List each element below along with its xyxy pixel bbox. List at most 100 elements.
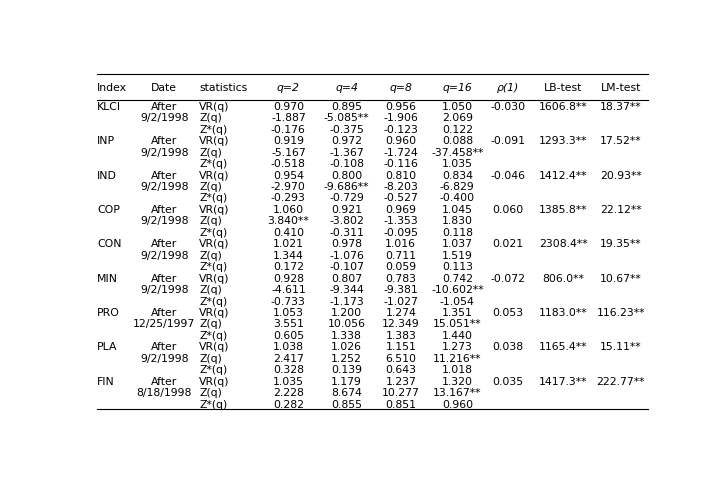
Text: 0.742: 0.742 bbox=[442, 273, 473, 283]
Text: 9/2/1998: 9/2/1998 bbox=[140, 148, 189, 157]
Text: Z*(q): Z*(q) bbox=[199, 399, 227, 409]
Text: 116.23**: 116.23** bbox=[597, 307, 645, 318]
Text: After: After bbox=[151, 136, 177, 146]
Text: 0.919: 0.919 bbox=[273, 136, 304, 146]
Text: 2.417: 2.417 bbox=[273, 353, 303, 363]
Text: 0.960: 0.960 bbox=[386, 136, 416, 146]
Text: -0.733: -0.733 bbox=[271, 296, 306, 306]
Text: Z*(q): Z*(q) bbox=[199, 330, 227, 340]
Text: IND: IND bbox=[97, 170, 117, 180]
Text: -4.611: -4.611 bbox=[271, 285, 306, 294]
Text: -9.344: -9.344 bbox=[329, 285, 364, 294]
Text: After: After bbox=[151, 376, 177, 386]
Text: 1.053: 1.053 bbox=[273, 307, 304, 318]
Text: After: After bbox=[151, 170, 177, 180]
Text: Z(q): Z(q) bbox=[199, 113, 222, 123]
Text: After: After bbox=[151, 205, 177, 214]
Text: -0.518: -0.518 bbox=[271, 159, 306, 169]
Text: 806.0**: 806.0** bbox=[542, 273, 584, 283]
Text: 10.67**: 10.67** bbox=[600, 273, 642, 283]
Text: PRO: PRO bbox=[97, 307, 120, 318]
Text: -1.353: -1.353 bbox=[383, 216, 418, 226]
Text: 1.021: 1.021 bbox=[273, 239, 304, 249]
Text: 0.928: 0.928 bbox=[273, 273, 304, 283]
Text: 1183.0**: 1183.0** bbox=[539, 307, 588, 318]
Text: 222.77**: 222.77** bbox=[597, 376, 645, 386]
Text: Date: Date bbox=[152, 83, 177, 93]
Text: 9/2/1998: 9/2/1998 bbox=[140, 353, 189, 363]
Text: 19.35**: 19.35** bbox=[600, 239, 642, 249]
Text: -1.887: -1.887 bbox=[271, 113, 306, 123]
Text: 13.167**: 13.167** bbox=[433, 387, 481, 397]
Text: 8/18/1998: 8/18/1998 bbox=[136, 387, 192, 397]
Text: 1417.3**: 1417.3** bbox=[539, 376, 588, 386]
Text: 0.855: 0.855 bbox=[331, 399, 362, 409]
Text: 1.237: 1.237 bbox=[386, 376, 416, 386]
Text: CON: CON bbox=[97, 239, 121, 249]
Text: 8.674: 8.674 bbox=[331, 387, 362, 397]
Text: Z(q): Z(q) bbox=[199, 353, 222, 363]
Text: VR(q): VR(q) bbox=[199, 376, 229, 386]
Text: 9/2/1998: 9/2/1998 bbox=[140, 250, 189, 260]
Text: 0.960: 0.960 bbox=[441, 399, 473, 409]
Text: 6.510: 6.510 bbox=[386, 353, 416, 363]
Text: Z(q): Z(q) bbox=[199, 148, 222, 157]
Text: -1.367: -1.367 bbox=[329, 148, 364, 157]
Text: 0.060: 0.060 bbox=[492, 205, 523, 214]
Text: 1.383: 1.383 bbox=[386, 330, 416, 340]
Text: Z*(q): Z*(q) bbox=[199, 296, 227, 306]
Text: 0.972: 0.972 bbox=[331, 136, 362, 146]
Text: Z*(q): Z*(q) bbox=[199, 193, 227, 203]
Text: 3.551: 3.551 bbox=[273, 319, 303, 329]
Text: 0.035: 0.035 bbox=[492, 376, 523, 386]
Text: Z*(q): Z*(q) bbox=[199, 124, 227, 135]
Text: 0.800: 0.800 bbox=[331, 170, 362, 180]
Text: 9/2/1998: 9/2/1998 bbox=[140, 182, 189, 192]
Text: 1.026: 1.026 bbox=[331, 342, 362, 352]
Text: 11.216**: 11.216** bbox=[433, 353, 481, 363]
Text: -0.400: -0.400 bbox=[440, 193, 475, 203]
Text: Z(q): Z(q) bbox=[199, 250, 222, 260]
Text: -0.030: -0.030 bbox=[490, 102, 526, 112]
Text: 1165.4**: 1165.4** bbox=[539, 342, 588, 352]
Text: -3.802: -3.802 bbox=[329, 216, 364, 226]
Text: 0.139: 0.139 bbox=[331, 364, 362, 375]
Text: VR(q): VR(q) bbox=[199, 239, 229, 249]
Text: After: After bbox=[151, 273, 177, 283]
Text: Z(q): Z(q) bbox=[199, 387, 222, 397]
Text: 22.12**: 22.12** bbox=[600, 205, 642, 214]
Text: 3.840**: 3.840** bbox=[267, 216, 309, 226]
Text: -0.176: -0.176 bbox=[271, 124, 306, 135]
Text: 1385.8**: 1385.8** bbox=[539, 205, 588, 214]
Text: 0.834: 0.834 bbox=[442, 170, 473, 180]
Text: 1.519: 1.519 bbox=[442, 250, 473, 260]
Text: LM-test: LM-test bbox=[600, 83, 641, 93]
Text: 1.274: 1.274 bbox=[386, 307, 416, 318]
Text: 0.954: 0.954 bbox=[273, 170, 304, 180]
Text: 0.970: 0.970 bbox=[273, 102, 304, 112]
Text: 0.328: 0.328 bbox=[273, 364, 304, 375]
Text: 1606.8**: 1606.8** bbox=[539, 102, 588, 112]
Text: After: After bbox=[151, 342, 177, 352]
Text: 18.37**: 18.37** bbox=[600, 102, 642, 112]
Text: 0.643: 0.643 bbox=[386, 364, 416, 375]
Text: VR(q): VR(q) bbox=[199, 307, 229, 318]
Text: -10.602**: -10.602** bbox=[431, 285, 484, 294]
Text: After: After bbox=[151, 307, 177, 318]
Text: 0.118: 0.118 bbox=[442, 227, 473, 237]
Text: 9/2/1998: 9/2/1998 bbox=[140, 285, 189, 294]
Text: VR(q): VR(q) bbox=[199, 136, 229, 146]
Text: COP: COP bbox=[97, 205, 120, 214]
Text: 0.410: 0.410 bbox=[273, 227, 304, 237]
Text: 0.711: 0.711 bbox=[386, 250, 416, 260]
Text: 1.035: 1.035 bbox=[442, 159, 473, 169]
Text: 0.807: 0.807 bbox=[331, 273, 362, 283]
Text: -0.091: -0.091 bbox=[490, 136, 525, 146]
Text: 1.338: 1.338 bbox=[331, 330, 362, 340]
Text: -2.970: -2.970 bbox=[271, 182, 306, 192]
Text: KLCI: KLCI bbox=[97, 102, 121, 112]
Text: -0.729: -0.729 bbox=[329, 193, 364, 203]
Text: 0.282: 0.282 bbox=[273, 399, 304, 409]
Text: INP: INP bbox=[97, 136, 115, 146]
Text: 0.038: 0.038 bbox=[492, 342, 523, 352]
